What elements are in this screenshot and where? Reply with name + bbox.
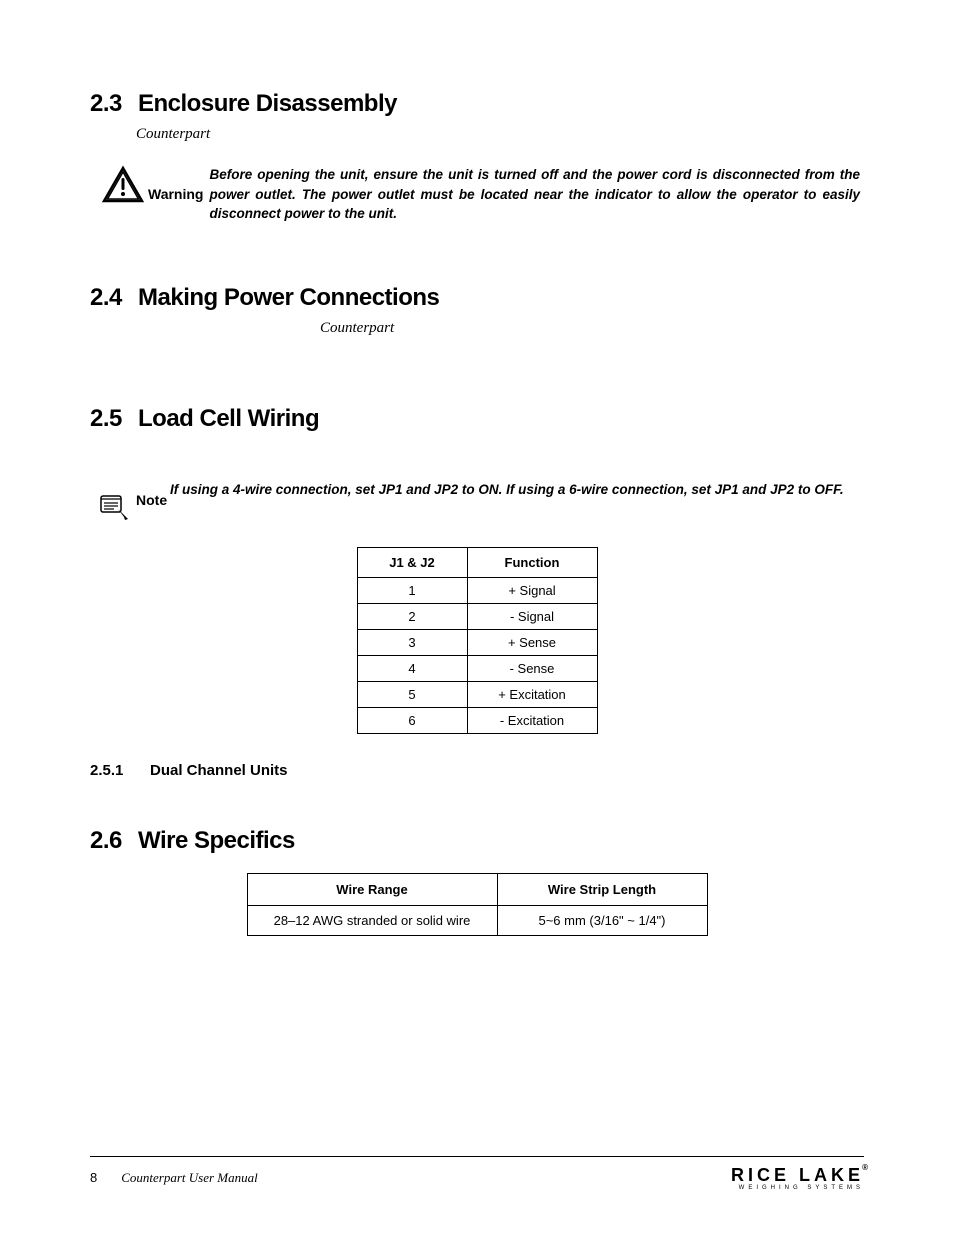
note-icon — [98, 492, 136, 527]
footer-left: 8 Counterpart User Manual — [90, 1170, 258, 1186]
page: 2.3 Enclosure Disassembly Counterpart Wa… — [0, 0, 954, 1235]
section-title: Wire Specifics — [138, 827, 295, 855]
table-cell: 28–12 AWG stranded or solid wire — [247, 905, 497, 935]
footer-page-number: 8 — [90, 1170, 97, 1185]
table-header: Wire Strip Length — [497, 873, 707, 905]
table-cell: + Sense — [467, 629, 597, 655]
section-2-3: 2.3 Enclosure Disassembly Counterpart Wa… — [90, 90, 864, 224]
table-cell: 2 — [357, 603, 467, 629]
section-title: Making Power Connections — [138, 284, 439, 312]
section-2-6: 2.6 Wire Specifics Wire Range Wire Strip… — [90, 827, 864, 936]
table-cell: - Signal — [467, 603, 597, 629]
section-2-5: 2.5 Load Cell Wiring If using a 4-wire c… — [90, 405, 864, 779]
section-2-4: 2.4 Making Power Connections Counterpart — [90, 284, 864, 337]
table-cell: - Excitation — [467, 707, 597, 733]
heading-2-5: 2.5 Load Cell Wiring — [90, 405, 864, 433]
table-row: 3+ Sense — [357, 629, 597, 655]
section-subtitle: Counterpart — [136, 126, 864, 143]
table-row: 4- Sense — [357, 655, 597, 681]
wire-table: Wire Range Wire Strip Length 28–12 AWG s… — [247, 873, 708, 936]
heading-2-6: 2.6 Wire Specifics — [90, 827, 864, 855]
section-number: 2.5 — [90, 405, 138, 433]
footer-manual-title: Counterpart User Manual — [121, 1170, 258, 1186]
j1j2-table: J1 & J2 Function 1+ Signal 2- Signal 3+ … — [357, 547, 598, 734]
note-label: Note — [136, 492, 167, 508]
table-row: 1+ Signal — [357, 577, 597, 603]
section-number: 2.6 — [90, 827, 138, 855]
table-header: J1 & J2 — [357, 547, 467, 577]
subsection-2-5-1: 2.5.1 Dual Channel Units — [90, 762, 864, 779]
heading-2-3: 2.3 Enclosure Disassembly — [90, 90, 864, 118]
subsection-number: 2.5.1 — [90, 762, 150, 779]
footer-logo-main: RICE LAKE® — [731, 1165, 864, 1186]
section-subtitle: Counterpart — [320, 320, 864, 337]
table-cell: 3 — [357, 629, 467, 655]
table-cell: 5~6 mm (3/16" ~ 1/4") — [497, 905, 707, 935]
note-callout: If using a 4-wire connection, set JP1 an… — [98, 481, 864, 500]
table-cell: 5 — [357, 681, 467, 707]
table-header-row: Wire Range Wire Strip Length — [247, 873, 707, 905]
table-cell: + Signal — [467, 577, 597, 603]
footer-logo: RICE LAKE® WEIGHING SYSTEMS — [731, 1165, 864, 1191]
heading-2-4: 2.4 Making Power Connections — [90, 284, 864, 312]
table-header-row: J1 & J2 Function — [357, 547, 597, 577]
warning-callout: Warning Before opening the unit, ensure … — [98, 165, 864, 224]
table-row: 2- Signal — [357, 603, 597, 629]
table-header: Wire Range — [247, 873, 497, 905]
warning-label: Warning — [148, 186, 203, 202]
table-row: 6- Excitation — [357, 707, 597, 733]
section-number: 2.4 — [90, 284, 138, 312]
table-cell: 1 — [357, 577, 467, 603]
footer-logo-text: RICE LAKE — [731, 1165, 864, 1185]
table-cell: 4 — [357, 655, 467, 681]
warning-text: Before opening the unit, ensure the unit… — [209, 165, 860, 224]
table-cell: 6 — [357, 707, 467, 733]
registered-icon: ® — [862, 1163, 872, 1172]
subsection-title: Dual Channel Units — [150, 762, 288, 779]
section-title: Load Cell Wiring — [138, 405, 319, 433]
table-row: 5+ Excitation — [357, 681, 597, 707]
section-number: 2.3 — [90, 90, 138, 118]
section-title: Enclosure Disassembly — [138, 90, 397, 118]
warning-icon — [98, 165, 148, 205]
table-header: Function — [467, 547, 597, 577]
table-cell: - Sense — [467, 655, 597, 681]
table-cell: + Excitation — [467, 681, 597, 707]
table-row: 28–12 AWG stranded or solid wire 5~6 mm … — [247, 905, 707, 935]
note-text: If using a 4-wire connection, set JP1 an… — [170, 481, 864, 500]
page-footer: 8 Counterpart User Manual RICE LAKE® WEI… — [90, 1156, 864, 1191]
